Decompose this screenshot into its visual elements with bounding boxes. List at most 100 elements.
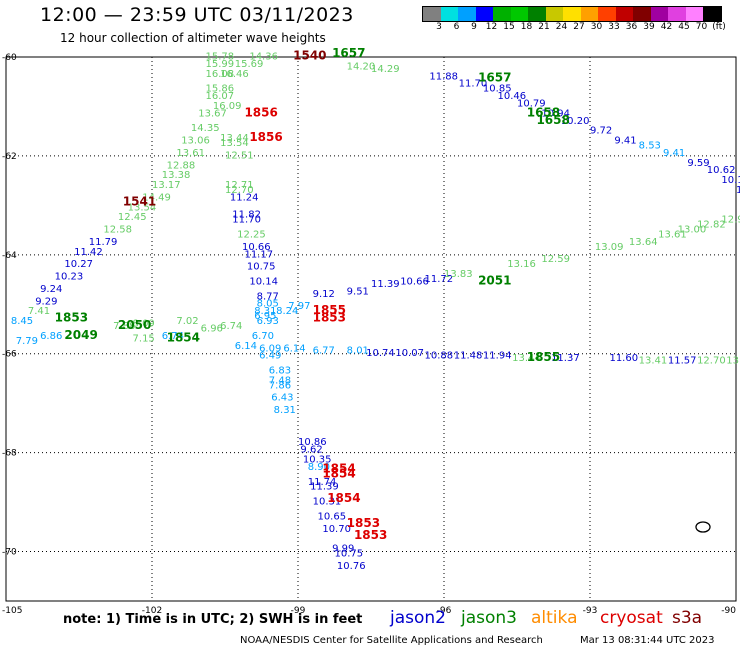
satellite-s3a: s3a	[672, 608, 703, 628]
wave-height-label: 13.64	[629, 237, 658, 248]
wave-height-label: 13.44	[220, 133, 249, 144]
page-subtitle: 12 hour collection of altimeter wave hei…	[60, 31, 326, 45]
wave-height-label: 9.24	[40, 284, 62, 295]
lat-tick-label: -70	[2, 548, 17, 558]
wave-height-label: 11.17	[244, 249, 273, 260]
wave-height-label: 13.54	[220, 138, 249, 149]
wave-height-label: 6.83	[269, 366, 291, 377]
wave-height-label: 13.00	[678, 225, 707, 236]
wave-height-label: 12.88	[167, 160, 196, 171]
wave-height-label: 8.24	[276, 306, 298, 317]
wave-height-label: 13.61	[658, 230, 687, 241]
wave-height-label: 10.46	[498, 91, 527, 102]
legend-swatch	[545, 7, 563, 21]
wave-height-label: 6.93	[257, 316, 279, 327]
wave-height-label: 13.67	[198, 108, 227, 119]
legend-swatch	[580, 7, 598, 21]
map-border	[5, 56, 737, 602]
legend-label: 21	[538, 22, 550, 32]
legend-label: 3	[436, 22, 442, 32]
wave-height-label: 6.74	[220, 321, 242, 332]
legend-swatch	[703, 7, 721, 21]
wave-height-label: 10.14	[249, 276, 278, 287]
pass-time-label: 1540	[293, 48, 326, 62]
wave-height-label: 9.99	[332, 544, 354, 555]
wave-height-label: 8.77	[257, 291, 279, 302]
wave-height-label: 15.69	[235, 59, 264, 70]
pass-time-label: 1658	[536, 113, 569, 127]
wave-height-label: 13.41	[639, 356, 668, 367]
wave-height-label: 11.39	[371, 279, 400, 290]
wave-height-label: 7.88	[113, 321, 135, 332]
wave-height-label: 11.48	[454, 351, 483, 362]
wave-height-label: 7.86	[269, 380, 291, 391]
legend-label: 9	[471, 22, 477, 32]
wave-height-label: 7.97	[288, 301, 310, 312]
wave-height-label: 8.45	[11, 316, 33, 327]
pass-time-label: 1657	[478, 71, 511, 85]
pass-time-label: 1854	[322, 466, 355, 480]
generation-timestamp: Mar 13 08:31:44 UTC 2023	[580, 635, 715, 646]
wave-height-label: 13.38	[162, 170, 191, 181]
legend-label: 18	[520, 22, 533, 32]
wave-height-label: 8.31	[274, 405, 296, 416]
wave-height-label: 10.27	[64, 259, 93, 270]
wave-height-label: 6.77	[313, 346, 335, 357]
legend-label: 24	[555, 22, 568, 32]
wave-height-label: 16.46	[220, 69, 249, 80]
wave-height-label: 10.04	[736, 185, 740, 196]
wave-height-label: 16.09	[213, 101, 242, 112]
wave-height-label: 16.07	[206, 91, 235, 102]
lon-tick-label: -96	[437, 606, 452, 616]
lon-tick-label: -93	[583, 606, 598, 616]
wave-height-label: 10.79	[517, 98, 546, 109]
wave-height-label: 14.29	[371, 64, 400, 75]
wave-height-label: 11.39	[310, 482, 339, 493]
wave-height-label: 9.59	[687, 158, 709, 169]
legend-label: 33	[608, 22, 620, 32]
wave-height-label: 8.90	[308, 462, 330, 473]
legend-swatch	[440, 7, 458, 21]
pass-time-label: 1853	[313, 311, 346, 325]
wave-height-label: 10.88	[425, 351, 454, 362]
map-frame	[5, 56, 737, 602]
pass-time-label: 1856	[244, 105, 277, 119]
satellite-cryosat: cryosat	[600, 608, 663, 628]
credit-text: NOAA/NESDIS Center for Satellite Applica…	[240, 635, 543, 646]
wave-height-label: 12.82	[697, 220, 726, 231]
legend-label: 45	[678, 22, 690, 32]
wave-height-label: 13.44	[512, 353, 541, 364]
wave-height-label: 10.31	[313, 497, 342, 508]
pass-time-label: 2051	[478, 273, 511, 287]
wave-height-label: 13.16	[507, 259, 536, 270]
wave-height-label: 9.51	[347, 286, 369, 297]
wave-height-label: 6.14	[283, 343, 305, 354]
lon-tick-label: -99	[291, 606, 306, 616]
pass-time-label: 1855	[527, 350, 560, 364]
lat-tick-label: -62	[2, 152, 17, 162]
wave-height-label: 7.48	[269, 375, 291, 386]
legend-label: 30	[590, 22, 603, 32]
wave-height-label: 12.51	[225, 150, 254, 161]
wave-height-label: 15.78	[206, 51, 235, 62]
wave-height-label: 12.25	[237, 230, 266, 241]
wave-height-label: 11.42	[74, 247, 103, 258]
grid-lines	[6, 57, 736, 601]
wave-height-label: 10.35	[303, 455, 332, 466]
pass-time-label: 2050	[118, 318, 151, 332]
wave-height-label: 10.17	[721, 175, 740, 186]
wave-height-label: 12.70	[225, 185, 254, 196]
wave-height-label: 9.72	[590, 126, 612, 137]
wave-height-label: 10.74	[366, 348, 395, 359]
wave-height-label: 7.79	[16, 336, 38, 347]
pass-time-label: 1853	[55, 311, 88, 325]
wave-height-label: 10.66	[400, 276, 429, 287]
wave-height-label: 10.85	[483, 84, 512, 95]
wave-height-label: 7.15	[133, 333, 155, 344]
wave-height-label: 12.45	[118, 212, 147, 223]
pass-time-label: 1855	[313, 303, 346, 317]
wave-height-label: 11.94	[483, 351, 512, 362]
wave-height-label: 8.01	[347, 346, 369, 357]
